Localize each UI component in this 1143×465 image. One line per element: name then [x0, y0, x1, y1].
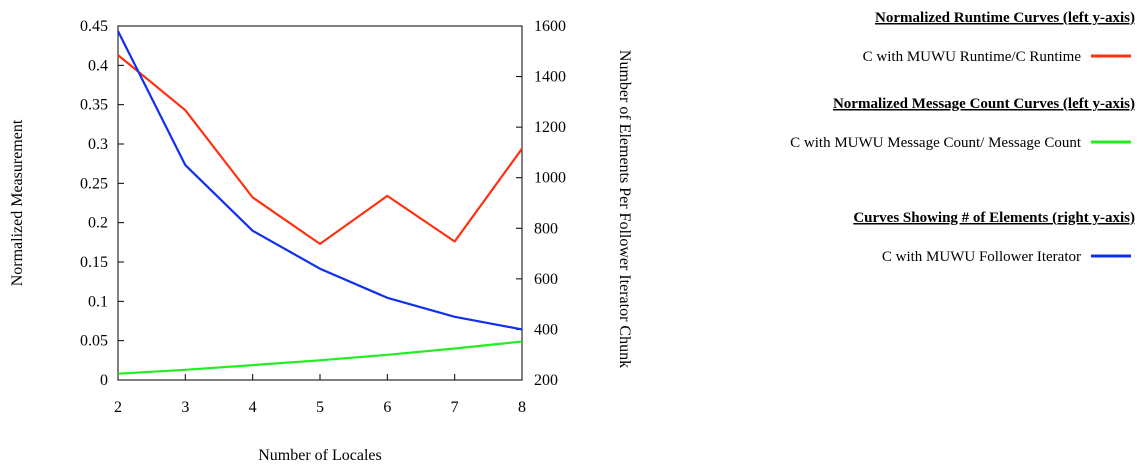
legend-label: C with MUWU Runtime/C Runtime	[863, 49, 1082, 65]
legend-heading: Normalized Message Count Curves (left y-…	[833, 96, 1135, 112]
y-right-tick-label: 1200	[534, 119, 566, 136]
series-line-1	[117, 340, 523, 375]
y-left-tick-label: 0.05	[80, 333, 108, 350]
x-tick-label: 2	[114, 399, 122, 416]
x-tick-label: 6	[383, 399, 391, 416]
y-left-tick-label: 0.1	[88, 293, 108, 310]
y-right-tick-label: 200	[534, 372, 558, 389]
y-left-tick-label: 0	[100, 372, 108, 389]
legend-heading: Normalized Runtime Curves (left y-axis)	[875, 10, 1135, 26]
y-left-tick-label: 0.3	[88, 136, 108, 153]
plot-frame	[117, 25, 523, 381]
y-right-axis-title: Number of Elements Per Follower Iterator…	[616, 50, 633, 368]
y-right-tick-label: 800	[534, 220, 558, 237]
plot-area: 0 0.05 0.1 0.15 0.2 0.25 0.3 0.35 0.4 0.45 200 400 6…	[9, 18, 633, 464]
y-right-tick-label: 600	[534, 271, 558, 288]
series-line-2	[117, 30, 523, 331]
x-tick-label: 4	[249, 399, 257, 416]
y-left-axis-title: Normalized Measurement	[9, 119, 26, 286]
legend: Normalized Runtime Curves (left y-axis) C…	[790, 10, 1135, 265]
y-right-tick-label: 1000	[534, 170, 566, 187]
series-line-0	[117, 54, 523, 245]
y-left-tick-label: 0.45	[80, 18, 108, 35]
x-tick-label: 8	[518, 399, 526, 416]
y-left-tick-label: 0.15	[80, 254, 108, 271]
x-tick-label: 3	[181, 399, 189, 416]
y-left-tick-label: 0.4	[88, 57, 108, 74]
x-axis-title: Number of Locales	[258, 447, 382, 464]
legend-label: C with MUWU Follower Iterator	[882, 249, 1081, 265]
y-right-tick-label: 1600	[534, 18, 566, 35]
legend-heading: Curves Showing # of Elements (right y-ax…	[853, 210, 1135, 226]
y-left-tick-label: 0.35	[80, 97, 108, 114]
y-right-tick-label: 1400	[534, 69, 566, 86]
y-left-tick-label: 0.25	[80, 175, 108, 192]
y-left-tick-label: 0.2	[88, 215, 108, 232]
y-right-tick-label: 400	[534, 321, 558, 338]
x-tick-label: 5	[316, 399, 324, 416]
legend-label: C with MUWU Message Count/ Message Count	[790, 135, 1082, 151]
x-tick-label: 7	[451, 399, 459, 416]
